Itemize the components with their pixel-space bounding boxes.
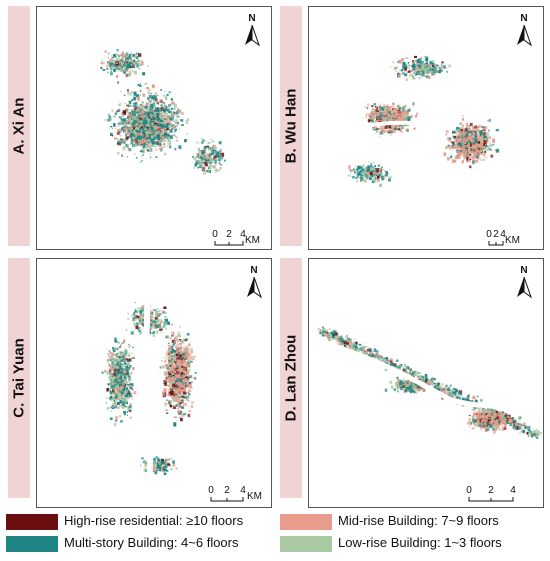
scale-tick: 4: [510, 485, 516, 496]
scale-tick: 0: [212, 229, 218, 240]
scale-unit: KM: [505, 235, 520, 246]
panel-title: C. Tai Yuan: [10, 338, 28, 418]
scale-tick: 2: [224, 485, 230, 496]
legend-swatch: [280, 514, 332, 530]
scale-tick: 4: [240, 485, 246, 496]
map-lanzhou[interactable]: N 0 2 4: [308, 258, 544, 508]
scale-tick: 0: [486, 229, 492, 240]
north-arrow-icon: N: [513, 13, 535, 49]
panel-title: B. Wu Han: [282, 88, 300, 164]
panel-label-bg: D. Lan Zhou: [280, 258, 302, 498]
urban-footprint: [309, 326, 543, 440]
legend-label: High-rise residential: ≥10 floors: [64, 513, 244, 528]
north-label: N: [520, 13, 528, 24]
scale-tick: 2: [226, 229, 232, 240]
legend: High-rise residential: ≥10 floors Mid-ri…: [0, 512, 550, 556]
panel-label-bg: A. Xi An: [8, 6, 30, 246]
panel-label-bg: B. Wu Han: [280, 6, 302, 246]
north-label: N: [250, 265, 258, 276]
legend-swatch: [280, 536, 332, 552]
legend-swatch: [6, 514, 58, 530]
scale-tick: 0: [208, 485, 214, 496]
north-arrow-icon: N: [513, 265, 535, 301]
scale-bar: 0 2 4: [466, 485, 543, 507]
legend-label: Multi-story Building: 4~6 floors: [64, 535, 239, 550]
scale-unit: KM: [245, 235, 260, 246]
scale-tick: 4: [240, 229, 246, 240]
urban-footprint: [101, 271, 197, 507]
legend-label: Mid-rise Building: 7~9 floors: [338, 513, 499, 528]
scale-tick: 2: [488, 485, 494, 496]
urban-footprint: [309, 55, 543, 249]
legend-swatch: [6, 536, 58, 552]
panel-title: D. Lan Zhou: [282, 334, 300, 422]
north-label: N: [248, 13, 256, 24]
scale-unit: KM: [247, 491, 262, 502]
scale-tick: 0: [466, 485, 472, 496]
legend-label: Low-rise Building: 1~3 floors: [338, 535, 502, 550]
panel-label-bg: C. Tai Yuan: [8, 258, 30, 498]
scale-tick: 2: [493, 229, 499, 240]
scale-tick: 4: [500, 229, 506, 240]
panel-title: A. Xi An: [10, 97, 28, 155]
north-label: N: [520, 265, 528, 276]
urban-footprint: [100, 48, 226, 175]
north-arrow-icon: N: [241, 13, 263, 49]
north-arrow-icon: N: [243, 265, 265, 301]
